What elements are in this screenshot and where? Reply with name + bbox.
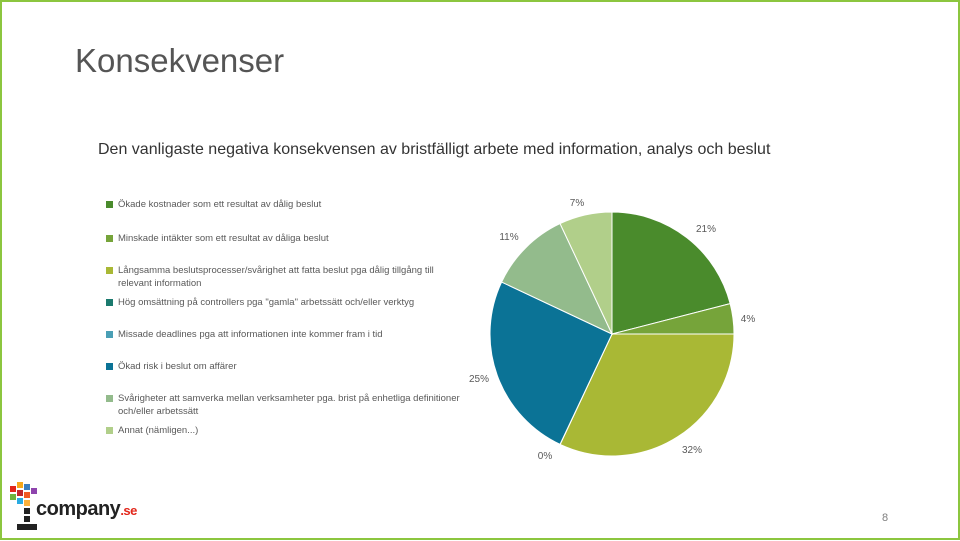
legend-item: Annat (nämligen...): [106, 424, 461, 437]
legend-label: Ökad risk i beslut om affärer: [118, 361, 237, 372]
legend-label: Svårigheter att samverka mellan verksamh…: [118, 393, 460, 417]
data-label: 25%: [469, 374, 489, 385]
legend-label: Hög omsättning på controllers pga "gamla…: [118, 297, 415, 308]
data-label: 11%: [499, 232, 518, 243]
legend-label: Missade deadlines pga att informationen …: [118, 329, 383, 340]
legend-swatch: [106, 267, 113, 274]
legend-label: Annat (nämligen...): [118, 425, 199, 436]
company-logo: company.se: [8, 480, 143, 536]
pie-chart: 21% 4% 32% 0% 25% 11% 7%: [469, 198, 756, 462]
logo-suffix: .se: [120, 503, 137, 518]
legend-swatch: [106, 235, 113, 242]
legend-swatch: [106, 363, 113, 370]
data-label: 21%: [696, 224, 716, 235]
pie-slice: [611, 211, 731, 335]
legend-swatch: [106, 299, 113, 306]
legend-item: Långsamma beslutsprocesser/svårighet att…: [106, 264, 461, 290]
data-label: 0%: [538, 451, 553, 462]
logo-mosaic-icon: [10, 482, 37, 530]
pie-slice: [559, 211, 613, 335]
data-label: 32%: [682, 445, 702, 456]
data-label: 7%: [570, 198, 585, 209]
legend-item: Ökad risk i beslut om affärer: [106, 360, 461, 373]
page-number: 8: [882, 512, 889, 524]
legend-swatch: [106, 201, 113, 208]
logo-name: company: [36, 498, 121, 520]
slide-title: Konsekvenser: [75, 42, 285, 79]
legend-label: Minskade intäkter som ett resultat av då…: [118, 233, 329, 244]
legend-swatch: [106, 427, 113, 434]
legend-label: Ökade kostnader som ett resultat av dåli…: [118, 199, 322, 210]
data-label: 4%: [741, 314, 756, 325]
legend-item: Minskade intäkter som ett resultat av då…: [106, 232, 461, 245]
legend-item: Ökade kostnader som ett resultat av dåli…: [106, 198, 461, 211]
legend-item: Svårigheter att samverka mellan verksamh…: [106, 392, 461, 418]
legend-swatch: [106, 395, 113, 402]
legend-swatch: [106, 331, 113, 338]
pie-slice: [489, 281, 613, 446]
legend-label: Långsamma beslutsprocesser/svårighet att…: [118, 265, 434, 289]
pie-slice: [500, 222, 614, 336]
legend-item: Missade deadlines pga att informationen …: [106, 328, 461, 341]
pie-slice: [559, 333, 735, 457]
chart-title: Den vanligaste negativa konsekvensen av …: [98, 141, 771, 158]
legend-item: Hög omsättning på controllers pga "gamla…: [106, 296, 461, 309]
